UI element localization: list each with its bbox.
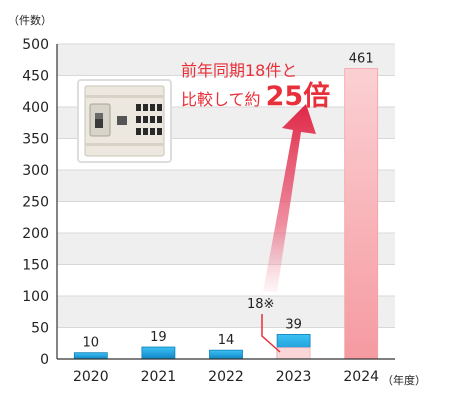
x-tick-label: 2024 xyxy=(343,369,379,385)
y-tick-label: 300 xyxy=(22,163,49,179)
grid-band xyxy=(57,170,395,202)
grid-band xyxy=(57,296,395,328)
y-tick-label: 150 xyxy=(22,258,49,274)
y-tick-label: 400 xyxy=(22,100,49,116)
breaker-panel-photo xyxy=(77,79,172,163)
data-label: 39 xyxy=(285,317,302,332)
data-label: 461 xyxy=(349,52,374,67)
y-tick-label: 100 xyxy=(22,289,49,305)
bars-group xyxy=(73,68,379,360)
data-labels: 10 19 14 39 461 xyxy=(83,52,374,351)
grid-lines xyxy=(57,43,395,328)
y-tick-label: 0 xyxy=(40,352,49,368)
grid-band xyxy=(57,44,395,76)
annotation-line2: 比較して約 25倍 xyxy=(181,80,330,112)
growth-arrow xyxy=(263,104,316,292)
y-tick-label: 450 xyxy=(22,69,49,85)
bar xyxy=(73,352,108,360)
annotation-line1: 前年同期18件と xyxy=(181,61,297,80)
annotation-emphasis: 25倍 xyxy=(266,80,331,112)
x-tick-label: 2023 xyxy=(276,369,312,385)
data-label: 14 xyxy=(218,333,235,348)
x-axis-unit-label: （年度） xyxy=(382,373,426,387)
y-tick-labels: 0 50 100 150 200 250 300 350 400 450 500 xyxy=(22,37,49,368)
data-label: 19 xyxy=(150,330,167,345)
switch-group xyxy=(136,104,162,135)
annotation-line2-prefix: 比較して約 xyxy=(181,90,261,109)
axes-group xyxy=(56,44,395,360)
data-label: 10 xyxy=(83,336,100,351)
bar xyxy=(344,68,379,360)
bar xyxy=(141,346,176,360)
x-tick-label: 2020 xyxy=(73,369,109,385)
bar xyxy=(209,349,243,360)
y-axis-unit-label: （件数） xyxy=(8,14,52,27)
overlay-bar xyxy=(276,347,311,360)
y-tick-label: 250 xyxy=(22,195,49,211)
y-tick-label: 500 xyxy=(22,37,49,53)
x-tick-label: 2021 xyxy=(141,369,177,385)
x-tick-labels: 2020 2021 2022 2023 2024 xyxy=(73,369,379,385)
overlay-note-leader xyxy=(261,314,281,353)
y-tick-label: 200 xyxy=(22,226,49,242)
y-tick-label: 50 xyxy=(31,321,49,337)
x-tick-label: 2022 xyxy=(208,369,244,385)
grid-bands xyxy=(57,44,395,328)
overlay-note-label: 18※ xyxy=(247,297,274,312)
y-tick-label: 350 xyxy=(22,132,49,148)
grid-band xyxy=(57,233,395,265)
